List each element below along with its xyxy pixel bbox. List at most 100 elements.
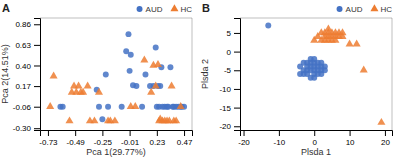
- tick-label: -0.73: [39, 138, 58, 147]
- tick: -10: [274, 130, 286, 147]
- x-axis: -0.73 -0.49 -0.25 -0.01 0.23 0.47: [39, 130, 193, 147]
- legend-item: HC: [370, 4, 392, 14]
- point: [167, 64, 173, 70]
- frame-line: [240, 18, 392, 19]
- series: [46, 55, 184, 123]
- legend-item: HC: [170, 4, 192, 14]
- tick: -0.73: [39, 130, 58, 147]
- x-axis-label: Pca 1(29.77%): [86, 147, 146, 157]
- series: [310, 25, 385, 125]
- tick: 0.40: [15, 62, 40, 71]
- point: [131, 102, 139, 109]
- point: [147, 88, 155, 95]
- tick: -0.25: [94, 130, 113, 147]
- panel: -20-1001020-20-15-10-505BPlsda 1Plsda 2A…: [200, 2, 393, 157]
- point: [96, 104, 102, 110]
- tick: 0.63: [15, 41, 40, 50]
- tick-mark: [75, 130, 76, 136]
- tick-label: -0.49: [67, 138, 86, 147]
- point: [65, 116, 73, 123]
- point: [105, 104, 111, 110]
- point: [46, 102, 54, 109]
- tick: -0.01: [121, 130, 140, 147]
- chart-root: -0.73 -0.49 -0.25 -0.01 0.23 0.47 -0.30 -0.06 0.…: [0, 0, 400, 159]
- legend-label: HC: [380, 5, 392, 14]
- point: [143, 71, 149, 77]
- point: [322, 67, 328, 73]
- marks: [265, 22, 385, 124]
- point: [139, 104, 145, 110]
- legend-marker: [170, 4, 178, 11]
- tick-label: -0.01: [121, 138, 140, 147]
- legend-item: AUD: [337, 5, 363, 14]
- point: [95, 88, 103, 95]
- point: [172, 116, 180, 123]
- point: [119, 104, 125, 110]
- series: [57, 31, 187, 122]
- tick-label: 0: [313, 138, 318, 147]
- tick-label: 0.23: [150, 138, 166, 147]
- tick-label: 0: [227, 48, 232, 57]
- axis-line: [241, 131, 393, 137]
- tick: -0.06: [13, 103, 40, 112]
- tick-mark: [279, 130, 280, 136]
- legend-marker: [370, 4, 378, 11]
- point: [103, 71, 109, 77]
- point: [99, 116, 105, 122]
- tick-label: -15: [219, 104, 231, 113]
- point: [75, 81, 83, 88]
- tick: -20: [219, 122, 240, 131]
- tick-label: 0.17: [15, 82, 31, 91]
- point: [360, 66, 368, 73]
- tick-label: -0.30: [13, 124, 32, 133]
- legend-label: AUD: [346, 5, 363, 14]
- tick-mark: [34, 128, 40, 129]
- point: [168, 81, 176, 88]
- tick-mark: [34, 86, 40, 87]
- point: [152, 81, 160, 88]
- point: [50, 72, 58, 79]
- y-axis: -0.30 -0.06 0.17 0.40 0.63 0.86: [13, 19, 41, 134]
- tick-label: 10: [346, 138, 355, 147]
- point: [90, 116, 98, 123]
- tick: 0: [227, 48, 240, 57]
- tick-mark: [102, 130, 103, 136]
- frame-line: [192, 18, 193, 130]
- tick-label: 20: [381, 138, 390, 147]
- point: [125, 31, 131, 37]
- legend-label: HC: [180, 5, 192, 14]
- tick-mark: [34, 45, 40, 46]
- tick-label: 0.63: [15, 41, 31, 50]
- point: [177, 102, 185, 109]
- tick: -0.49: [67, 130, 86, 147]
- frame-line: [40, 18, 192, 19]
- tick-label: -5: [224, 66, 232, 75]
- tick: 0.23: [150, 130, 166, 147]
- point: [79, 88, 87, 95]
- tick: 5: [227, 29, 240, 38]
- tick-label: -0.06: [13, 103, 32, 112]
- point: [265, 22, 271, 28]
- tick-label: -0.25: [94, 138, 113, 147]
- tick-mark: [34, 65, 40, 66]
- marks: [46, 31, 187, 123]
- point: [346, 39, 354, 46]
- tick: -15: [219, 104, 240, 113]
- point: [127, 68, 133, 74]
- point: [111, 116, 119, 123]
- point: [338, 28, 346, 35]
- tick-mark: [130, 130, 131, 136]
- tick-mark: [234, 108, 240, 109]
- tick-label: -20: [219, 122, 231, 131]
- point: [153, 45, 159, 51]
- legend-label: AUD: [146, 5, 163, 14]
- frame-line: [392, 18, 393, 130]
- tick-label: 5: [227, 29, 232, 38]
- panel: -0.73 -0.49 -0.25 -0.01 0.23 0.47 -0.30 -0.06 0.…: [0, 2, 193, 157]
- tick-mark: [184, 130, 185, 136]
- axis-line: [34, 19, 41, 131]
- tick: 10: [346, 130, 355, 147]
- tick-label: 0.47: [177, 138, 193, 147]
- tick-label: 0.86: [15, 20, 31, 29]
- tick: 0.86: [15, 20, 40, 29]
